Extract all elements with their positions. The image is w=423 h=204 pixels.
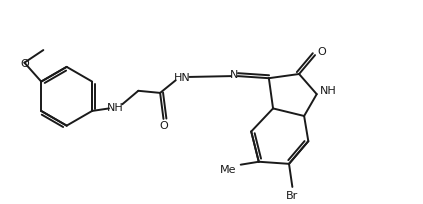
- Text: O: O: [20, 58, 29, 68]
- Text: NH: NH: [107, 102, 124, 112]
- Text: O: O: [159, 121, 168, 131]
- Text: O: O: [317, 47, 326, 57]
- Text: Me: Me: [220, 164, 236, 174]
- Text: HN: HN: [173, 73, 190, 83]
- Text: N: N: [230, 70, 239, 80]
- Text: Br: Br: [286, 190, 299, 200]
- Text: NH: NH: [320, 85, 337, 95]
